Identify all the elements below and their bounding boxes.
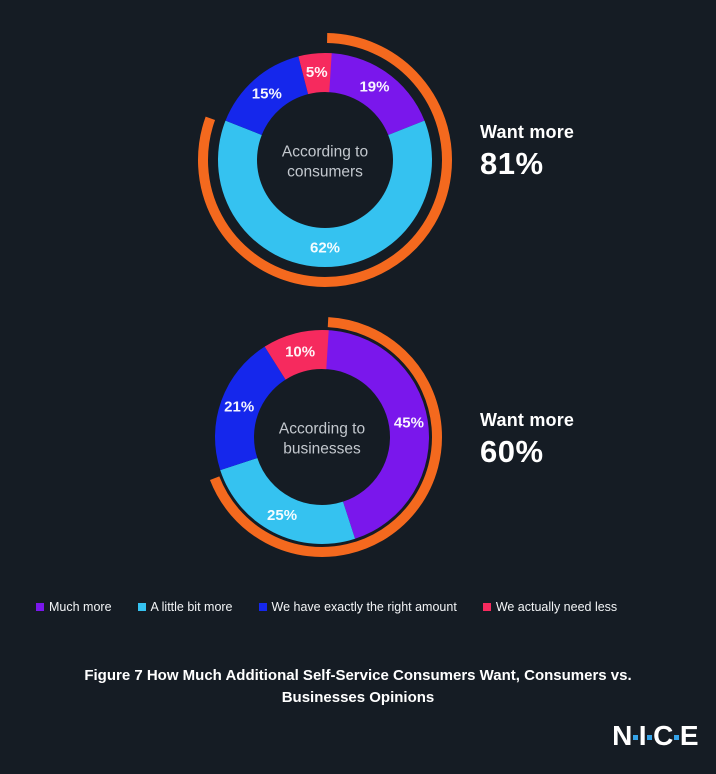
- segment-data-label: 62%: [310, 240, 340, 257]
- donut-center-label: businesses: [283, 441, 361, 458]
- legend-label: We have exactly the right amount: [271, 600, 457, 614]
- logo-letter: N: [612, 720, 632, 751]
- figure-caption-line2: Businesses Opinions: [281, 689, 435, 706]
- chart-legend: Much more A little bit more We have exactl…: [36, 600, 617, 614]
- donut-center-label: According to: [282, 144, 368, 161]
- segment-data-label: 21%: [224, 399, 254, 416]
- donut-center-label: According to: [279, 421, 365, 438]
- donut-chart-businesses: 45% 25% 21% 10% According to businesses: [209, 317, 442, 557]
- legend-swatch: [258, 603, 267, 611]
- want-more-value: 60%: [480, 434, 544, 469]
- callout-businesses: Want more 60%: [480, 410, 574, 470]
- donut-chart-consumers: 19% 62% 15% 5% According to consumers: [198, 33, 452, 287]
- donut-segment: [215, 346, 286, 471]
- donut-segment: [298, 53, 332, 95]
- figure-caption-line1: Figure 7 How Much Additional Self-Servic…: [84, 667, 632, 684]
- want-more-arc: [209, 317, 442, 557]
- segment-data-label: 25%: [267, 507, 297, 524]
- want-more-arc: [198, 33, 452, 287]
- want-more-label: Want more: [480, 122, 575, 142]
- logo-letter: C: [653, 720, 673, 751]
- donut-segment: [217, 120, 432, 267]
- segment-data-label: 19%: [359, 79, 389, 96]
- logo-dot: [647, 734, 653, 740]
- legend-label: A little bit more: [150, 600, 233, 614]
- legend-label: Much more: [49, 600, 112, 614]
- legend-label: We actually need less: [495, 600, 618, 614]
- legend-item: We actually need less: [482, 600, 618, 614]
- segment-data-label: 10%: [285, 343, 315, 360]
- donut-segment: [325, 53, 425, 135]
- segment-data-label: 15%: [252, 85, 282, 102]
- donut-segment: [225, 56, 309, 135]
- segment-data-label: 45%: [394, 415, 424, 432]
- logo-letter: I: [638, 720, 647, 751]
- figure-caption: Figure 7 How Much Additional Self-Servic…: [0, 665, 716, 709]
- legend-swatch: [482, 603, 491, 611]
- logo-dot: [673, 734, 679, 740]
- legend-item: A little bit more: [137, 600, 233, 614]
- callout-consumers: Want more 81%: [480, 122, 574, 182]
- want-more-label: Want more: [480, 410, 575, 430]
- donut-center-label: consumers: [287, 164, 363, 181]
- donut-segment: [220, 458, 356, 544]
- segment-data-label: 5%: [306, 64, 328, 81]
- donut-segment: [264, 330, 329, 380]
- legend-item: We have exactly the right amount: [258, 600, 457, 614]
- want-more-value: 81%: [480, 146, 544, 181]
- logo-letter: E: [679, 720, 699, 751]
- donut-segment: [322, 330, 429, 539]
- legend-swatch: [137, 603, 146, 611]
- logo-dot: [632, 734, 638, 740]
- legend-item: Much more: [36, 600, 112, 614]
- legend-swatch: [36, 603, 44, 611]
